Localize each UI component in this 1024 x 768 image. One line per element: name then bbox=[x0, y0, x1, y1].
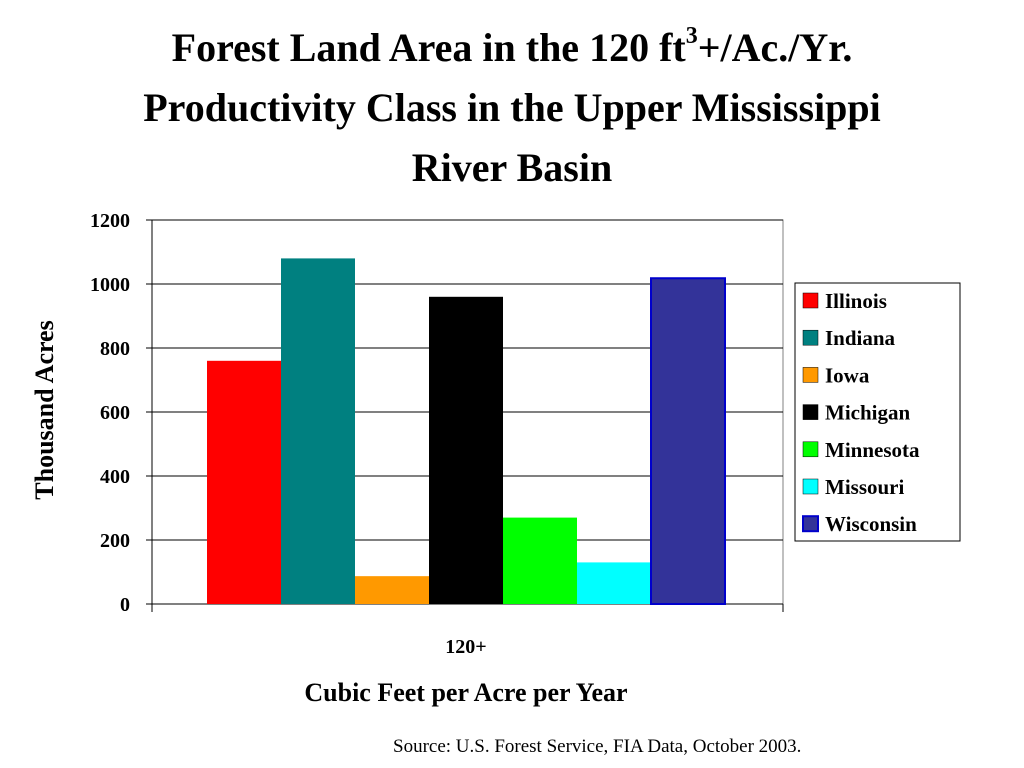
bar-missouri bbox=[577, 562, 651, 604]
y-tick-label-0: 0 bbox=[120, 594, 130, 616]
y-tick-label-2: 400 bbox=[100, 466, 130, 488]
legend-swatch-missouri bbox=[802, 478, 819, 495]
title-line-1: Forest Land Area in the 120 ft3+/Ac./Yr. bbox=[0, 18, 1024, 78]
x-category-label: 120+ bbox=[445, 636, 486, 658]
legend-label-wisconsin: Wisconsin bbox=[825, 512, 917, 536]
legend-box bbox=[794, 282, 961, 542]
bar-indiana bbox=[281, 258, 355, 604]
title-line-3: River Basin bbox=[411, 145, 613, 190]
title-line-1-text: Forest Land Area in the 120 ft bbox=[171, 25, 686, 70]
y-tick-label-3: 600 bbox=[100, 402, 130, 424]
title-line-2: Productivity Class in the Upper Mississi… bbox=[143, 85, 881, 130]
bar-wisconsin bbox=[650, 277, 726, 605]
bar-illinois bbox=[207, 360, 281, 604]
y-axis-label: Thousand Acres bbox=[30, 320, 59, 499]
legend-swatch-minnesota bbox=[802, 441, 819, 458]
y-tick-label-1: 200 bbox=[100, 530, 130, 552]
source-note: Source: U.S. Forest Service, FIA Data, O… bbox=[393, 736, 802, 757]
x-axis-label: Cubic Feet per Acre per Year bbox=[304, 678, 627, 707]
title-line-1-suffix: +/Ac./Yr. bbox=[697, 25, 853, 70]
title-superscript: 3 bbox=[685, 23, 698, 49]
y-tick-label-4: 800 bbox=[100, 338, 130, 360]
legend-label-indiana: Indiana bbox=[825, 326, 896, 350]
y-tick-label-5: 1000 bbox=[90, 274, 130, 296]
bar-minnesota bbox=[503, 517, 577, 604]
legend-label-michigan: Michigan bbox=[825, 401, 910, 425]
legend-label-illinois: Illinois bbox=[825, 289, 887, 313]
legend-swatch-michigan bbox=[802, 404, 819, 420]
legend-label-minnesota: Minnesota bbox=[825, 438, 920, 462]
bar-michigan bbox=[429, 296, 503, 604]
bar-iowa bbox=[355, 576, 429, 604]
legend-label-iowa: Iowa bbox=[825, 363, 870, 387]
legend-swatch-iowa bbox=[802, 367, 819, 383]
legend-swatch-illinois bbox=[802, 292, 819, 309]
legend-label-missouri: Missouri bbox=[825, 475, 905, 499]
chart-title: Forest Land Area in the 120 ft3+/Ac./Yr.… bbox=[0, 18, 1024, 198]
y-tick-label-6: 1200 bbox=[90, 210, 130, 232]
legend-swatch-indiana bbox=[802, 329, 819, 346]
legend-swatch-wisconsin bbox=[802, 515, 819, 533]
